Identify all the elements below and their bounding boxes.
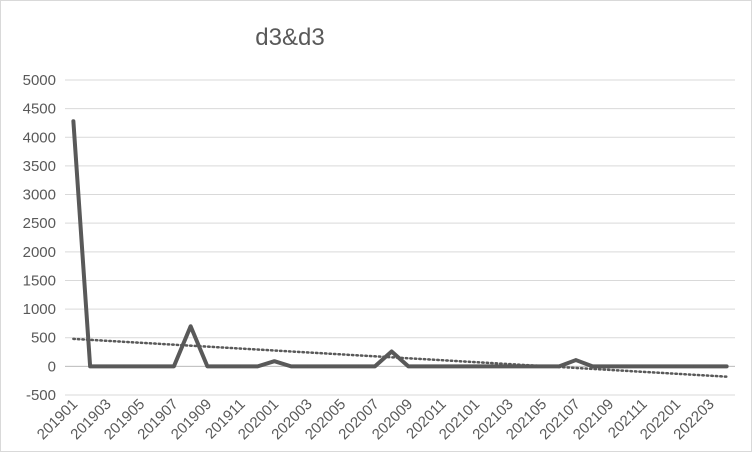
data-point — [407, 365, 409, 367]
data-point — [474, 365, 476, 367]
data-point — [675, 365, 677, 367]
y-tick-label: 3500 — [23, 158, 56, 175]
data-point — [692, 365, 694, 367]
y-tick-label: 1000 — [23, 301, 56, 318]
data-point — [173, 365, 175, 367]
data-point — [307, 365, 309, 367]
series-group — [71, 119, 729, 369]
series-line-0 — [71, 119, 729, 369]
data-point — [592, 365, 594, 367]
data-point — [709, 365, 711, 367]
data-point — [139, 365, 141, 367]
data-point — [206, 365, 208, 367]
data-point — [608, 365, 610, 367]
data-point — [424, 365, 426, 367]
y-axis-ticks: -500 0 500 1000 1500 2000 2500 3000 3500 4000 4500… — [23, 72, 56, 404]
y-tick-label: 2500 — [23, 215, 56, 232]
data-point — [491, 365, 493, 367]
data-point — [72, 120, 74, 122]
data-point — [273, 360, 275, 362]
data-point — [575, 359, 577, 361]
data-point — [290, 365, 292, 367]
data-point — [458, 365, 460, 367]
x-axis-ticks: 2019012019032019052019072019092019112020… — [34, 396, 718, 443]
data-point — [625, 365, 627, 367]
y-tick-label: 0 — [48, 358, 56, 375]
data-point — [374, 365, 376, 367]
y-tick-label: 2000 — [23, 244, 56, 261]
data-point — [106, 365, 108, 367]
data-point — [508, 365, 510, 367]
data-point — [525, 365, 527, 367]
data-point — [223, 365, 225, 367]
y-tick-label: 1500 — [23, 272, 56, 289]
data-point — [642, 365, 644, 367]
data-point — [156, 365, 158, 367]
y-tick-label: 3000 — [23, 187, 56, 204]
data-point — [726, 365, 728, 367]
y-tick-label: 4000 — [23, 129, 56, 146]
y-tick-label: 5000 — [23, 72, 56, 89]
y-tick-label: -500 — [26, 387, 56, 404]
data-point — [541, 365, 543, 367]
y-tick-label: 500 — [31, 330, 56, 347]
data-point — [240, 365, 242, 367]
data-point — [324, 365, 326, 367]
data-point — [357, 365, 359, 367]
data-point — [558, 365, 560, 367]
data-point — [257, 365, 259, 367]
data-point — [441, 365, 443, 367]
chart-title: d3&d3 — [255, 24, 324, 51]
grid-lines — [65, 79, 735, 396]
data-point — [391, 350, 393, 353]
data-point — [89, 365, 91, 367]
data-point — [340, 365, 342, 367]
data-point — [190, 325, 192, 327]
data-point — [659, 365, 661, 367]
y-tick-label: 4500 — [23, 101, 56, 118]
data-point — [123, 365, 125, 367]
